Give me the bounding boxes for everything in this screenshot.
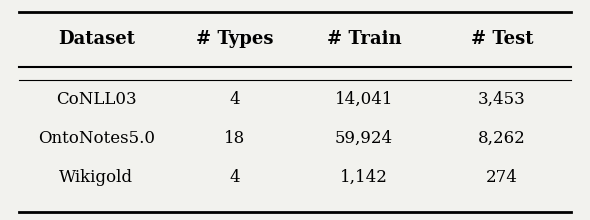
- Text: 14,041: 14,041: [335, 91, 394, 108]
- Text: OntoNotes5.0: OntoNotes5.0: [38, 130, 155, 147]
- Text: Wikigold: Wikigold: [59, 169, 133, 186]
- Text: 3,453: 3,453: [478, 91, 526, 108]
- Text: # Test: # Test: [471, 30, 533, 48]
- Text: # Types: # Types: [195, 30, 273, 48]
- Text: CoNLL03: CoNLL03: [56, 91, 137, 108]
- Text: 4: 4: [229, 91, 240, 108]
- Text: Dataset: Dataset: [58, 30, 135, 48]
- Text: # Train: # Train: [327, 30, 401, 48]
- Text: 18: 18: [224, 130, 245, 147]
- Text: 8,262: 8,262: [478, 130, 526, 147]
- Text: 59,924: 59,924: [335, 130, 393, 147]
- Text: 4: 4: [229, 169, 240, 186]
- Text: 274: 274: [486, 169, 518, 186]
- Text: 1,142: 1,142: [340, 169, 388, 186]
